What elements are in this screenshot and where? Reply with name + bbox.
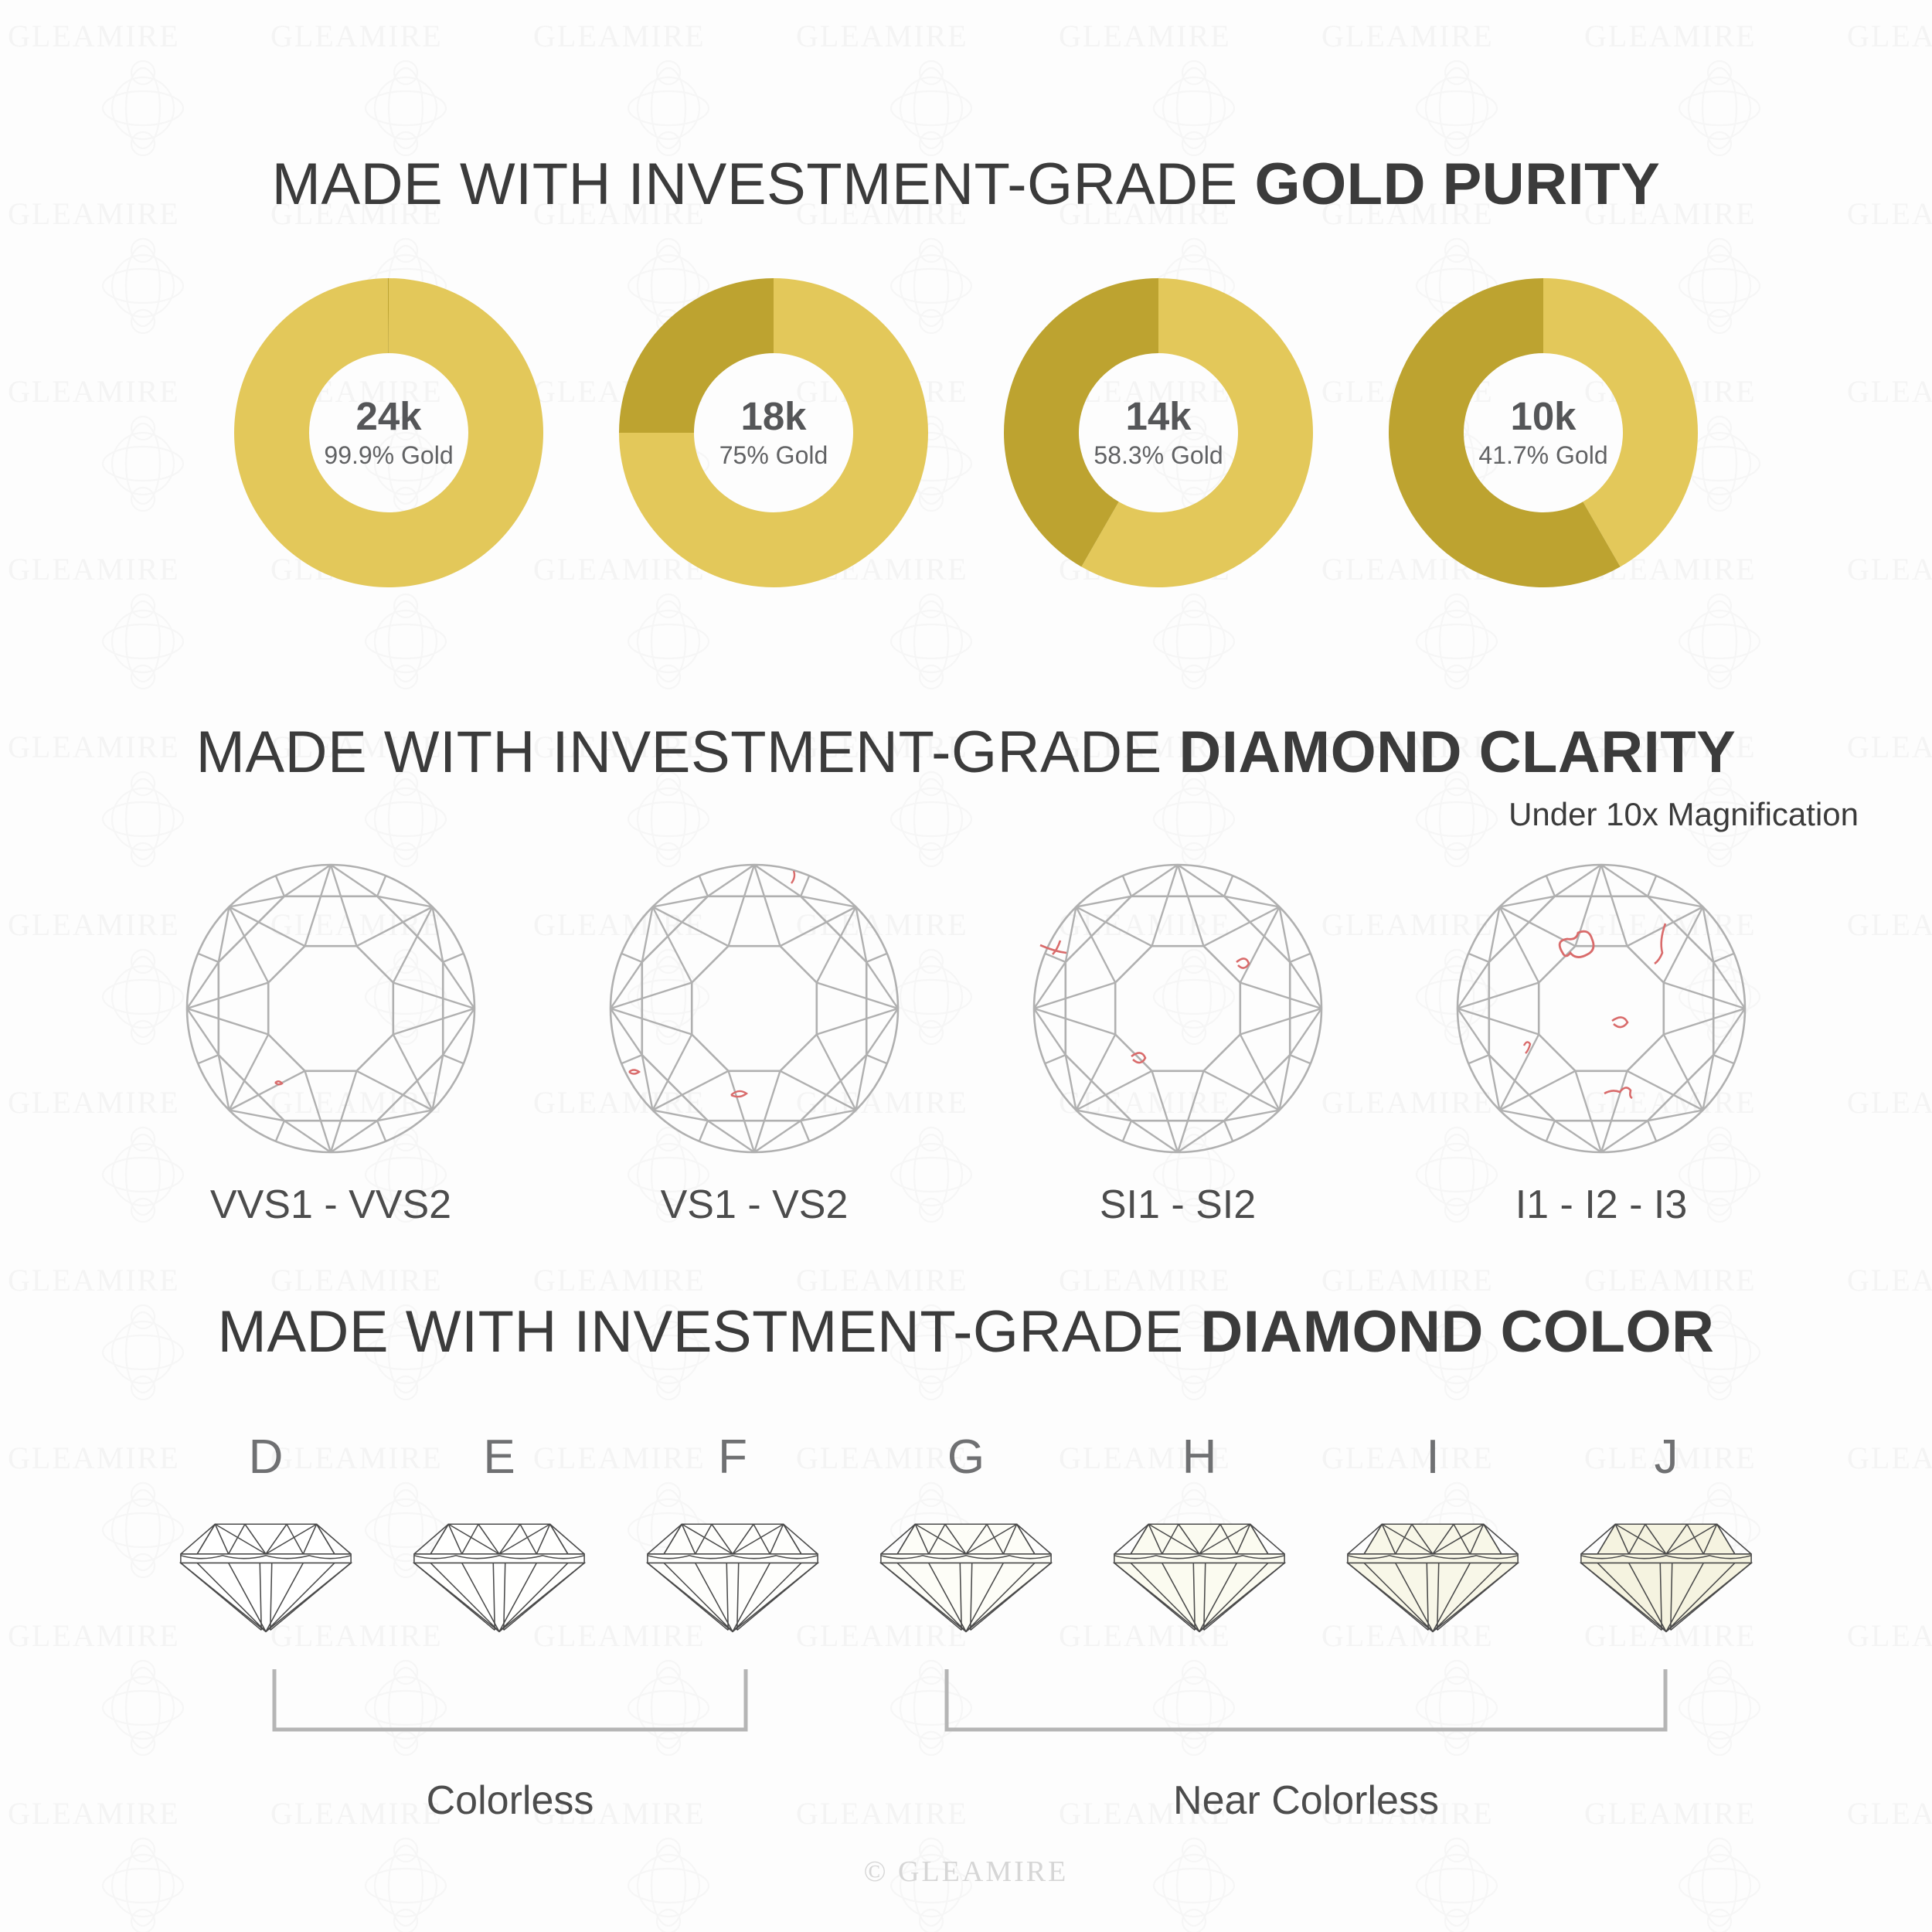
gold-donut-24k: 24k 99.9% Gold xyxy=(230,274,547,591)
donut-chart-svg xyxy=(234,278,543,587)
bracket-label-colorless: Colorless xyxy=(426,1778,594,1823)
clarity-title-strong: DIAMOND CLARITY xyxy=(1179,719,1736,785)
clarity-grade-label: SI1 - SI2 xyxy=(1099,1182,1257,1227)
clarity-diamond-diagram xyxy=(1456,863,1747,1154)
color-grade-letter: G xyxy=(947,1430,985,1484)
clarity-diamond-diagram xyxy=(185,863,476,1154)
color-title-strong: DIAMOND COLOR xyxy=(1200,1299,1715,1365)
gold-purity-title: MADE WITH INVESTMENT-GRADE GOLD PURITY xyxy=(0,151,1932,218)
donut-chart-svg xyxy=(619,278,928,587)
color-grade-F: F xyxy=(624,1434,841,1639)
clarity-item-3: I1 - I2 - I3 xyxy=(1447,854,1756,1228)
color-grade-D: D xyxy=(158,1434,374,1639)
donut-chart-svg xyxy=(1004,278,1313,587)
clarity-item-1: VS1 - VS2 xyxy=(600,854,909,1228)
color-grade-letter: E xyxy=(483,1430,515,1484)
diamond-color-title: MADE WITH INVESTMENT-GRADE DIAMOND COLOR xyxy=(0,1298,1932,1366)
gold-donut-18k: 18k 75% Gold xyxy=(615,274,932,591)
clarity-item-0: VVS1 - VVS2 xyxy=(176,854,485,1228)
color-grade-E: E xyxy=(391,1434,607,1639)
clarity-diamond-diagram xyxy=(1032,863,1323,1154)
clarity-grade-label: VS1 - VS2 xyxy=(660,1182,849,1227)
gold-title-strong: GOLD PURITY xyxy=(1254,151,1661,217)
color-diamond-side-view xyxy=(645,1523,820,1633)
clarity-grade-label: VVS1 - VVS2 xyxy=(209,1182,452,1227)
color-diamond-side-view xyxy=(879,1523,1053,1633)
color-brackets: Colorless Near Colorless xyxy=(0,1669,1932,1870)
gold-donut-10k: 10k 41.7% Gold xyxy=(1385,274,1702,591)
inclusion-marks xyxy=(274,1080,284,1086)
footer-copyright: © GLEAMIRE xyxy=(863,1855,1069,1888)
gold-donut-14k: 14k 58.3% Gold xyxy=(1000,274,1317,591)
clarity-grade-label: I1 - I2 - I3 xyxy=(1515,1182,1688,1227)
color-diamond-side-view xyxy=(1345,1523,1520,1633)
clarity-item-2: SI1 - SI2 xyxy=(1023,854,1332,1228)
color-grade-H: H xyxy=(1091,1434,1308,1639)
diamond-clarity-row: VVS1 - VVS2 VS1 - VS2 SI1 - SI2 I1 - I2 - I… xyxy=(0,854,1932,1228)
color-grade-I: I xyxy=(1325,1434,1541,1639)
gold-purity-chart-row: 24k 99.9% Gold 18k 75% Gold 14k 58.3% Gold 10k… xyxy=(0,274,1932,607)
color-diamond-side-view xyxy=(179,1523,353,1633)
color-grade-letter: D xyxy=(248,1430,284,1484)
color-title-regular: MADE WITH INVESTMENT-GRADE xyxy=(217,1299,1201,1365)
bracket-label-near-colorless: Near Colorless xyxy=(1173,1778,1439,1823)
color-grade-letter: H xyxy=(1182,1430,1217,1484)
color-grade-J: J xyxy=(1558,1434,1774,1639)
color-grade-letter: J xyxy=(1654,1430,1679,1484)
bracket-lines xyxy=(272,1669,1668,1732)
magnification-note: Under 10x Magnification xyxy=(1509,796,1859,832)
donut-chart-svg xyxy=(1389,278,1698,587)
clarity-title-regular: MADE WITH INVESTMENT-GRADE xyxy=(196,719,1179,785)
diamond-clarity-title: MADE WITH INVESTMENT-GRADE DIAMOND CLARI… xyxy=(0,719,1932,786)
color-grade-letter: F xyxy=(718,1430,747,1484)
diamond-color-row: D E xyxy=(0,1434,1932,1639)
color-grade-G: G xyxy=(858,1434,1074,1639)
clarity-diamond-diagram xyxy=(609,863,900,1154)
gold-title-regular: MADE WITH INVESTMENT-GRADE xyxy=(271,151,1255,217)
color-diamond-side-view xyxy=(412,1523,587,1633)
color-grade-letter: I xyxy=(1426,1430,1440,1484)
color-diamond-side-view xyxy=(1112,1523,1287,1633)
color-diamond-side-view xyxy=(1579,1523,1753,1633)
